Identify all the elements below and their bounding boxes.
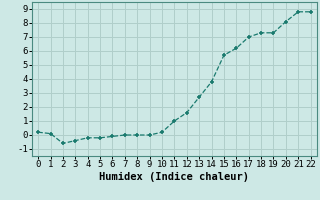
X-axis label: Humidex (Indice chaleur): Humidex (Indice chaleur) (100, 172, 249, 182)
